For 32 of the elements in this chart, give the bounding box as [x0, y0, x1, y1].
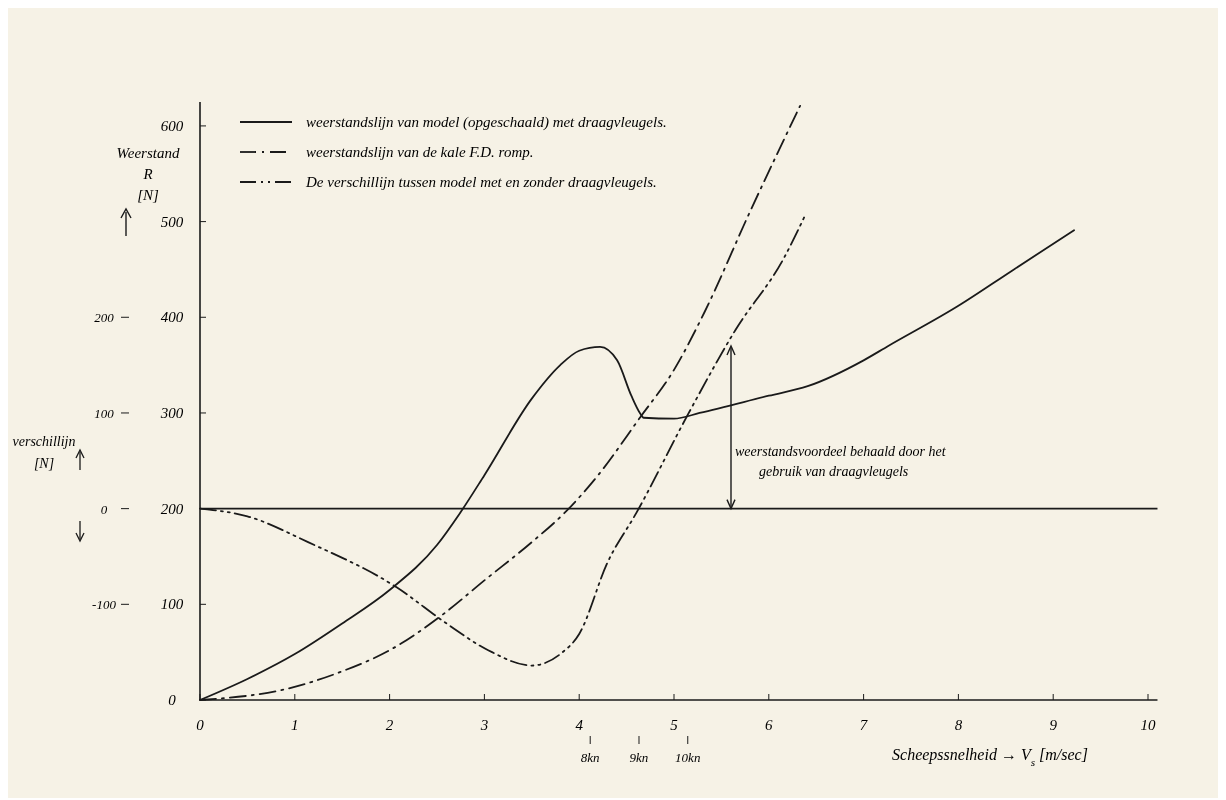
- y-axis-title: Weerstand R [N]: [116, 145, 180, 203]
- y-tick-label: 600: [160, 117, 184, 134]
- y2-tick-label: 100: [94, 405, 115, 421]
- x-tick-label: 8: [954, 717, 963, 733]
- legend-label: weerstandslijn van model (opgeschaald) met draagvleugels.: [306, 114, 667, 131]
- x2-tick-label: 10kn: [675, 750, 701, 765]
- x-tick-label: 3: [479, 717, 489, 733]
- y-tick-label: 200: [160, 500, 184, 517]
- x-tick-label: 7: [859, 717, 869, 733]
- x-tick-label: 9: [1049, 717, 1058, 733]
- x-tick-label: 0: [196, 717, 205, 733]
- y2-tick-label: -100: [92, 597, 117, 613]
- legend-label: De verschillijn tussen model met en zonder draagvleugels.: [305, 174, 657, 190]
- y-tick-label: 300: [159, 404, 184, 421]
- y2-tick-label: 200: [94, 310, 115, 326]
- x-tick-label: 1: [291, 717, 299, 733]
- x2-tick-label: 9kn: [629, 750, 649, 765]
- y-tick-label: 100: [160, 596, 184, 613]
- x-tick-label: 2: [385, 717, 394, 733]
- y-tick-label: 400: [160, 309, 184, 326]
- y-tick-label: 500: [160, 213, 184, 230]
- y2-tick-label: 0: [100, 501, 108, 517]
- x-tick-label: 10: [1140, 717, 1156, 733]
- legend-label: weerstandslijn van de kale F.D. romp.: [306, 144, 534, 160]
- y-tick-label: 0: [168, 692, 177, 708]
- x-axis-title: Scheepssnelheid → V$_{s}$ [m/sec]: [892, 746, 1088, 768]
- annotation: weerstandsvoordeel behaald door het gebruik van draagvleugels: [735, 444, 947, 479]
- x2-tick-label: 8kn: [580, 750, 600, 765]
- x-tick-label: 5: [670, 717, 679, 733]
- y2-axis-title: verschillijn [N]: [12, 434, 76, 471]
- x-tick-label: 6: [765, 717, 774, 733]
- x-tick-label: 4: [575, 717, 584, 733]
